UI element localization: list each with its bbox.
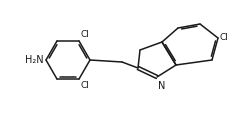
Text: Cl: Cl (80, 81, 89, 90)
Text: Cl: Cl (220, 34, 229, 42)
Text: Cl: Cl (80, 30, 89, 39)
Text: N: N (158, 81, 165, 91)
Text: H₂N: H₂N (25, 55, 44, 65)
